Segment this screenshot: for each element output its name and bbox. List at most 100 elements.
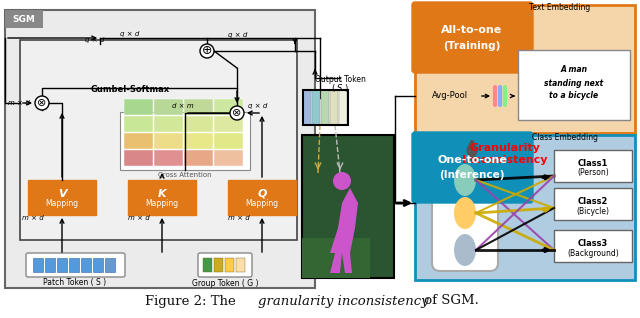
Text: (Bicycle): (Bicycle) <box>577 206 609 216</box>
Text: m × d: m × d <box>228 215 250 221</box>
Text: Group Token ( G ): Group Token ( G ) <box>192 279 259 287</box>
Bar <box>154 116 183 132</box>
Ellipse shape <box>454 197 476 229</box>
Ellipse shape <box>454 164 476 196</box>
FancyBboxPatch shape <box>198 253 252 277</box>
Text: Inconsistency: Inconsistency <box>462 155 548 165</box>
Polygon shape <box>302 238 370 278</box>
Text: Class1: Class1 <box>578 158 608 168</box>
Bar <box>105 258 115 272</box>
Bar <box>554 150 632 182</box>
FancyBboxPatch shape <box>26 253 125 277</box>
Bar <box>228 180 296 215</box>
FancyBboxPatch shape <box>432 145 498 271</box>
Bar <box>302 135 394 278</box>
Bar <box>214 116 243 132</box>
Text: Mapping: Mapping <box>245 199 278 209</box>
Text: (Inference): (Inference) <box>439 170 505 180</box>
Bar <box>554 188 632 220</box>
Bar <box>214 258 223 272</box>
Text: Mapping: Mapping <box>145 199 179 209</box>
Bar <box>184 133 213 149</box>
Text: q × d: q × d <box>85 37 104 43</box>
Bar <box>184 150 213 166</box>
Bar <box>120 112 250 170</box>
FancyBboxPatch shape <box>412 132 533 203</box>
Text: Mapping: Mapping <box>45 199 79 209</box>
FancyBboxPatch shape <box>412 2 533 73</box>
Bar <box>5 10 315 288</box>
Text: standing next: standing next <box>545 79 604 87</box>
Bar <box>184 116 213 132</box>
Bar <box>203 258 212 272</box>
Bar <box>69 258 79 272</box>
Bar <box>303 90 348 125</box>
Circle shape <box>35 96 49 110</box>
Text: (Background): (Background) <box>567 248 619 258</box>
Bar <box>330 90 338 125</box>
Text: Q: Q <box>257 189 267 199</box>
Text: q × d: q × d <box>248 103 268 109</box>
Bar <box>28 180 96 215</box>
Text: q × d: q × d <box>120 31 140 37</box>
Text: Output Token: Output Token <box>315 75 365 85</box>
Text: (Training): (Training) <box>444 41 500 51</box>
Text: Patch Token ( S ): Patch Token ( S ) <box>44 279 107 287</box>
Text: ( $\hat{S}$ ): ( $\hat{S}$ ) <box>331 79 349 95</box>
Bar <box>518 50 630 120</box>
Text: d × m: d × m <box>172 103 194 109</box>
Text: V: V <box>58 189 67 199</box>
Bar <box>81 258 91 272</box>
Bar <box>124 99 153 115</box>
Bar <box>154 99 183 115</box>
Text: of SGM.: of SGM. <box>420 294 479 308</box>
Bar <box>33 258 43 272</box>
Bar <box>45 258 55 272</box>
Text: Granularity: Granularity <box>470 143 540 153</box>
Bar <box>154 150 183 166</box>
Text: m × d: m × d <box>8 100 29 106</box>
Circle shape <box>333 172 351 190</box>
Bar <box>214 150 243 166</box>
Text: Class Embedding: Class Embedding <box>532 134 598 142</box>
Text: to a bicycle: to a bicycle <box>549 92 598 100</box>
Bar <box>303 90 311 125</box>
Bar <box>124 133 153 149</box>
Bar <box>225 258 234 272</box>
Text: q × d: q × d <box>228 32 248 38</box>
Text: Class3: Class3 <box>578 238 608 247</box>
Bar <box>554 230 632 262</box>
Text: Figure 2: The: Figure 2: The <box>145 294 240 308</box>
Bar <box>415 5 635 133</box>
Bar <box>339 90 347 125</box>
Bar <box>312 90 320 125</box>
Bar <box>321 90 329 125</box>
Text: One-to-one: One-to-one <box>437 155 507 165</box>
Bar <box>128 180 196 215</box>
Bar <box>20 40 297 240</box>
Circle shape <box>230 106 244 120</box>
Text: ⊗: ⊗ <box>232 108 242 118</box>
Text: (Person): (Person) <box>577 169 609 177</box>
Bar <box>124 150 153 166</box>
Bar <box>214 99 243 115</box>
Text: SGM: SGM <box>13 15 35 24</box>
Bar <box>184 99 213 115</box>
Text: Cross Attention: Cross Attention <box>158 172 212 178</box>
Text: Class2: Class2 <box>578 197 608 205</box>
Bar <box>154 133 183 149</box>
Bar <box>214 133 243 149</box>
Text: A man: A man <box>561 66 588 74</box>
Text: ⊗: ⊗ <box>37 98 47 108</box>
Text: granularity inconsistency: granularity inconsistency <box>258 294 429 308</box>
Ellipse shape <box>454 234 476 266</box>
Bar <box>93 258 103 272</box>
Polygon shape <box>330 188 358 253</box>
Bar <box>415 135 635 280</box>
Bar <box>124 116 153 132</box>
Text: ⊕: ⊕ <box>202 45 212 58</box>
Polygon shape <box>330 253 352 273</box>
Text: Text Embedding: Text Embedding <box>529 3 591 12</box>
Bar <box>236 258 245 272</box>
Text: K: K <box>157 189 166 199</box>
